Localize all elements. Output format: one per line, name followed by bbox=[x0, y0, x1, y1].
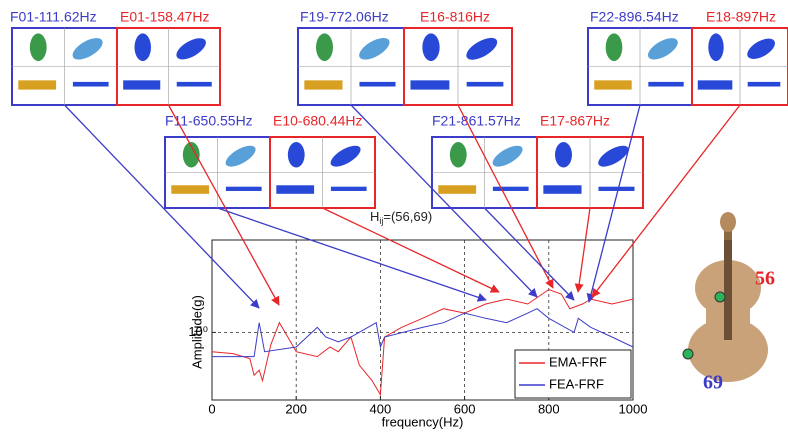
mode-shape bbox=[598, 145, 629, 167]
annotation-arrow bbox=[484, 207, 575, 301]
mode-shape bbox=[359, 81, 396, 87]
mode-shape bbox=[316, 33, 333, 62]
point-label: 56 bbox=[755, 268, 775, 290]
annotation-arrow bbox=[574, 207, 591, 293]
mode-shape bbox=[647, 38, 678, 60]
mode-shape bbox=[182, 141, 200, 168]
mode-shape bbox=[276, 185, 315, 194]
mode-shape bbox=[697, 80, 733, 90]
mode-shape bbox=[287, 141, 305, 168]
mode-shape bbox=[225, 145, 256, 167]
x-tick-label: 200 bbox=[285, 401, 307, 416]
annotation-arrow bbox=[457, 104, 554, 289]
mode-shape bbox=[410, 80, 450, 90]
mode-shape bbox=[330, 145, 361, 167]
mode-shape bbox=[708, 33, 724, 62]
annotation-arrow bbox=[586, 104, 641, 303]
x-tick-label: 600 bbox=[454, 401, 476, 416]
mode-shape bbox=[605, 33, 623, 62]
mode-shape bbox=[176, 38, 206, 60]
mode-shape bbox=[176, 81, 212, 87]
annotation-arrow bbox=[167, 104, 280, 306]
mode-shape bbox=[449, 141, 467, 168]
mode-shape bbox=[543, 185, 582, 194]
mode-shape bbox=[598, 186, 635, 191]
y-tick-label: 10⁰ bbox=[188, 324, 208, 339]
series-line bbox=[211, 288, 634, 397]
annotation-arrow bbox=[217, 207, 487, 302]
mode-shape bbox=[438, 185, 477, 194]
y-axis-label: Amplitude(g) bbox=[189, 295, 204, 369]
violin-illustration bbox=[682, 212, 768, 382]
legend-box bbox=[514, 349, 632, 399]
x-tick-label: 800 bbox=[538, 401, 560, 416]
series-line bbox=[212, 308, 634, 358]
mode-label: F21-861.57Hz bbox=[432, 113, 521, 129]
mode-shape bbox=[648, 81, 684, 87]
point-label: 69 bbox=[703, 372, 723, 394]
mode-shape bbox=[594, 80, 632, 90]
mode-label: F22-896.54Hz bbox=[590, 9, 679, 25]
mode-shape bbox=[492, 186, 529, 191]
annotation-arrow bbox=[591, 104, 741, 298]
mode-shape bbox=[747, 81, 781, 87]
x-tick-label: 0 bbox=[208, 401, 215, 416]
mode-shape bbox=[747, 38, 775, 59]
mode-shape bbox=[466, 81, 504, 87]
mode-label: E17-867Hz bbox=[540, 113, 610, 129]
annotation-arrow bbox=[64, 104, 260, 309]
legend-label: EMA-FRF bbox=[549, 354, 607, 369]
x-axis-label: frequency(Hz) bbox=[382, 414, 464, 429]
x-tick-label: 400 bbox=[370, 401, 392, 416]
mode-shape bbox=[18, 80, 57, 90]
mode-label: E10-680.44Hz bbox=[273, 113, 363, 129]
annotation-arrow bbox=[350, 104, 538, 298]
mode-shape bbox=[29, 33, 47, 62]
mode-shape bbox=[422, 33, 440, 62]
legend-label: FEA-FRF bbox=[549, 376, 604, 391]
mode-shape bbox=[225, 186, 262, 191]
mode-shape bbox=[171, 185, 210, 194]
plot-frame bbox=[211, 239, 634, 401]
mode-label: E18-897Hz bbox=[706, 9, 776, 25]
chart-title: Hij=(56,69) bbox=[370, 209, 432, 226]
mode-shape bbox=[466, 37, 498, 60]
mode-shape bbox=[72, 38, 103, 60]
mode-shape bbox=[492, 145, 523, 167]
mode-label: E16-816Hz bbox=[420, 9, 490, 25]
x-tick-label: 1000 bbox=[619, 401, 648, 416]
mode-shape bbox=[330, 186, 367, 191]
mode-shape bbox=[72, 81, 109, 87]
mode-label: F01-111.62Hz bbox=[10, 9, 97, 25]
mode-shape bbox=[304, 80, 343, 90]
mode-shape bbox=[359, 38, 390, 60]
mode-label: F11-650.55Hz bbox=[165, 113, 253, 129]
mode-label: E01-158.47Hz bbox=[120, 9, 210, 25]
mode-label: F19-772.06Hz bbox=[300, 9, 389, 25]
annotation-arrow bbox=[322, 207, 500, 293]
mode-shape bbox=[123, 80, 161, 90]
mode-shape bbox=[134, 33, 151, 62]
mode-shape bbox=[555, 141, 572, 168]
